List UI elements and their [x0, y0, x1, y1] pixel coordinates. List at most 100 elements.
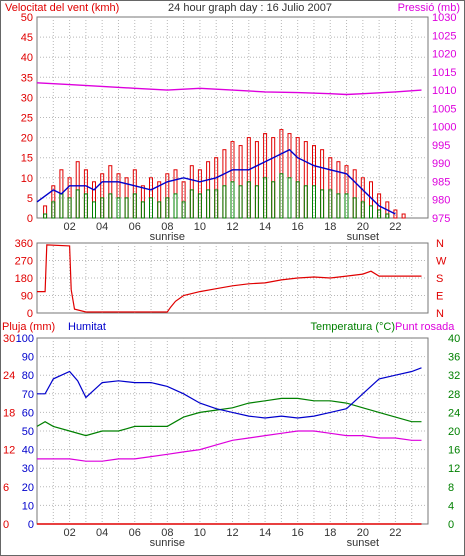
- wind-panel-x-tick-label: 20: [357, 221, 369, 233]
- wind-panel-x-tick-label: 18: [324, 221, 336, 233]
- direction-left-tick-label: 90: [21, 291, 33, 303]
- wind-panel-x-tick-label: 22: [389, 221, 401, 233]
- rain-left-tick-label: 6: [3, 482, 9, 494]
- wind-average-bar: [377, 209, 382, 219]
- humidity-temperature-panel-x-tick-label: 08: [161, 527, 173, 539]
- temperature-right-tick-label: 36: [448, 352, 460, 364]
- temperature-right-tick-label: 24: [448, 407, 460, 419]
- wind-average-bar: [295, 181, 300, 219]
- direction-right-tick-label: N: [436, 238, 444, 250]
- wind-average-bar: [287, 177, 292, 219]
- wind-average-bar: [320, 189, 325, 219]
- humidity-temperature-panel-x-tick-label: 10: [194, 527, 206, 539]
- wind-average-bar: [83, 193, 88, 219]
- panel3-right-label-dewpoint: Punt rosada: [395, 321, 455, 333]
- wind-left-tick-label: 35: [21, 72, 33, 84]
- wind-panel-x-tick-label: 10: [194, 221, 206, 233]
- pressure-right-tick-label: 990: [432, 158, 450, 170]
- pressure-right-tick-label: 985: [432, 176, 450, 188]
- rain-left-tick-label: 0: [3, 519, 9, 531]
- wind-left-tick-label: 30: [21, 92, 33, 104]
- wind-average-bar: [173, 193, 178, 219]
- humidity-temperature-panel-x-tick-label: 14: [259, 527, 271, 539]
- pressure-right-tick-label: 995: [432, 140, 450, 152]
- wind-average-bar: [336, 193, 341, 219]
- wind-average-bar: [312, 185, 316, 219]
- temperature-right-tick-label: 32: [448, 370, 460, 382]
- wind-average-bar: [149, 197, 153, 219]
- humidity-left-tick-label: 60: [22, 407, 34, 419]
- wind-average-bar: [140, 201, 145, 219]
- wind-panel-x-tick-label: 14: [259, 221, 271, 233]
- wind-left-tick-label: 10: [21, 173, 33, 185]
- wind-left-tick-label: 25: [21, 113, 33, 125]
- wind-average-bar: [100, 197, 105, 219]
- pressure-right-tick-label: 1015: [432, 67, 456, 79]
- wind-average-bar: [222, 185, 227, 219]
- direction-left-tick-label: 0: [27, 308, 33, 320]
- wind-average-bar: [43, 213, 48, 219]
- wind-average-bar: [271, 181, 276, 219]
- wind-panel-sunrise-label: sunrise: [150, 231, 185, 243]
- humidity-temperature-panel-sunset-label: sunset: [347, 537, 379, 549]
- wind-average-bar: [263, 177, 268, 219]
- rain-left-tick-label: 30: [3, 333, 15, 345]
- humidity-temperature-panel-sunrise-label: sunrise: [150, 537, 185, 549]
- direction-right-tick-label: S: [436, 273, 443, 285]
- wind-left-tick-label: 20: [21, 133, 33, 145]
- panel3-left-label-rain: Pluja (mm): [2, 321, 55, 333]
- temperature-right-tick-label: 28: [448, 389, 460, 401]
- wind-left-tick-label: 40: [21, 52, 33, 64]
- humidity-temperature-panel-x-tick-label: 22: [389, 527, 401, 539]
- humidity-left-tick-label: 70: [22, 389, 34, 401]
- humidity-left-tick-label: 80: [22, 370, 34, 382]
- temperature-right-tick-label: 0: [448, 519, 454, 531]
- wind-panel-x-tick-label: 06: [129, 221, 141, 233]
- wind-average-bar: [189, 189, 194, 219]
- direction-right-tick-label: W: [436, 256, 447, 268]
- direction-left-tick-label: 270: [15, 256, 33, 268]
- wind-average-bar: [352, 197, 357, 219]
- wind-average-bar: [157, 201, 162, 219]
- wind-average-bar: [116, 197, 121, 219]
- wind-average-bar: [206, 189, 211, 219]
- wind-panel-x-tick-label: 04: [96, 221, 108, 233]
- wind-average-bar: [132, 193, 137, 219]
- temperature-right-tick-label: 8: [448, 482, 454, 494]
- wind-average-bar: [328, 189, 333, 219]
- rain-left-tick-label: 24: [3, 370, 15, 382]
- wind-panel-x-tick-label: 08: [161, 221, 173, 233]
- humidity-left-tick-label: 100: [16, 333, 34, 345]
- wind-panel: 0510152025303540455097598098599099510001…: [21, 12, 457, 243]
- wind-panel-x-tick-label: 02: [63, 221, 75, 233]
- wind-average-bar: [369, 205, 373, 219]
- wind-average-bar: [230, 181, 235, 219]
- wind-panel-x-tick-label: 12: [226, 221, 238, 233]
- pressure-right-tick-label: 1010: [432, 85, 456, 97]
- humidity-temperature-panel-x-tick-label: 20: [357, 527, 369, 539]
- wind-average-bar: [92, 201, 96, 219]
- wind-average-bar: [385, 213, 390, 219]
- pressure-right-tick-label: 1005: [432, 103, 456, 115]
- wind-average-bar: [67, 197, 72, 219]
- wind-average-bar: [181, 201, 186, 219]
- temperature-right-tick-label: 16: [448, 445, 460, 457]
- direction-right-tick-label: E: [436, 291, 443, 303]
- humidity-left-tick-label: 90: [22, 352, 34, 364]
- humidity-temperature-panel-x-tick-label: 06: [129, 527, 141, 539]
- wind-left-tick-label: 15: [21, 153, 33, 165]
- humidity-temperature-panel-x-tick-label: 18: [324, 527, 336, 539]
- humidity-temperature-panel-x-tick-label: 02: [63, 527, 75, 539]
- humidity-temperature-panel-x-tick-label: 16: [292, 527, 304, 539]
- temperature-right-tick-label: 12: [448, 463, 460, 475]
- humidity-left-tick-label: 40: [22, 445, 34, 457]
- panel3-left-label-humidity: Humitat: [68, 321, 106, 333]
- temperature-right-tick-label: 40: [448, 333, 460, 345]
- wind-average-bar: [254, 185, 259, 219]
- wind-left-tick-label: 0: [27, 213, 33, 225]
- wind-average-bar: [246, 181, 251, 219]
- pressure-right-tick-label: 1000: [432, 122, 456, 134]
- wind-average-bar: [279, 173, 284, 219]
